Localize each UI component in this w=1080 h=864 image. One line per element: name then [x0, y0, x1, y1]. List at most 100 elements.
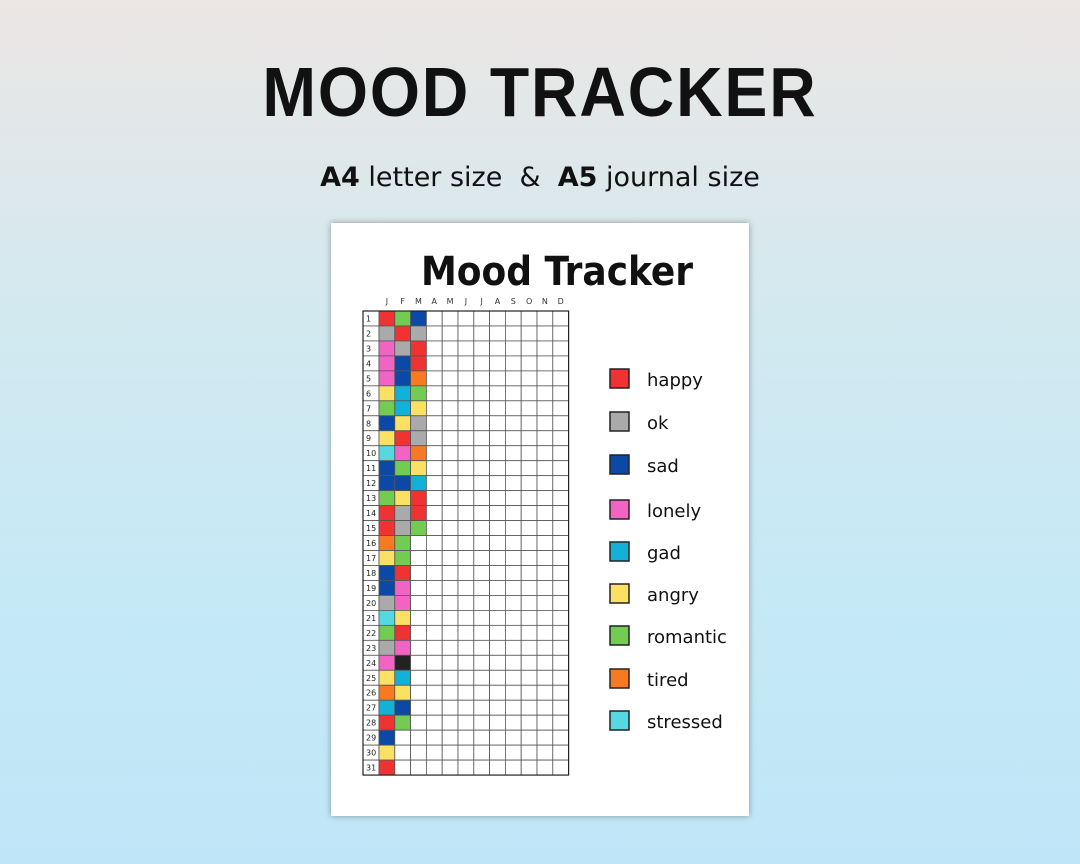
day-cell [504, 550, 522, 566]
day-cell [457, 445, 475, 462]
day-cell [536, 595, 554, 611]
day-cell [473, 355, 491, 372]
day-cell [378, 684, 396, 701]
legend-swatch [609, 541, 630, 562]
day-cell [426, 340, 443, 357]
day-cell [489, 595, 506, 611]
day-cell [410, 624, 427, 641]
day-cell [504, 430, 522, 447]
day-cell [473, 565, 491, 581]
day-cell [520, 400, 538, 417]
day-cell [520, 684, 538, 701]
day-cell [378, 400, 396, 417]
day-cell [394, 415, 411, 432]
day-cell [457, 400, 475, 417]
day-cell [489, 729, 506, 746]
day-cell [552, 729, 570, 746]
legend-swatch [609, 411, 630, 432]
day-cell [536, 684, 554, 701]
day-cell [394, 385, 411, 402]
day-number: 3 [366, 344, 371, 353]
day-cell [473, 535, 491, 551]
day-cell [457, 639, 475, 656]
day-cell [394, 445, 411, 462]
day-cell [504, 505, 522, 521]
day-number: 21 [366, 614, 376, 623]
tracker-sheet: Mood Tracker J F M A M J J A S O N D123456789101112… [331, 223, 749, 816]
day-cell [410, 400, 427, 417]
day-cell [441, 580, 459, 596]
day-cell [473, 370, 491, 387]
day-cell [426, 445, 443, 462]
day-cell [457, 430, 475, 447]
legend-swatch [609, 710, 630, 731]
day-cell [552, 340, 570, 357]
day-cell [394, 580, 411, 596]
day-cell [473, 385, 491, 402]
subtitle-part: letter size & [359, 162, 558, 193]
day-cell [441, 430, 459, 447]
day-cell [552, 744, 570, 761]
day-cell [552, 669, 570, 686]
day-cell [520, 445, 538, 462]
day-cell [378, 490, 396, 507]
day-cell [378, 535, 396, 551]
month-label: N [542, 297, 548, 306]
day-cell [441, 595, 459, 611]
day-cell [473, 729, 491, 746]
day-number: 26 [366, 689, 376, 698]
day-cell [504, 580, 522, 596]
day-cell [473, 415, 491, 432]
day-cell [536, 669, 554, 686]
day-cell [378, 550, 396, 566]
day-cell [552, 639, 570, 656]
day-cell [504, 654, 522, 671]
legend-swatch [609, 454, 630, 475]
legend-label: lonely [647, 501, 701, 522]
day-cell [504, 565, 522, 581]
day-cell [536, 445, 554, 462]
day-cell [504, 415, 522, 432]
day-cell [441, 624, 459, 641]
day-cell [426, 430, 443, 447]
day-cell [378, 475, 396, 492]
day-cell [520, 580, 538, 596]
day-cell [504, 759, 522, 776]
legend-label: gad [647, 543, 681, 564]
day-cell [441, 385, 459, 402]
day-cell [426, 699, 443, 716]
day-cell [457, 535, 475, 551]
day-cell [410, 505, 427, 521]
day-cell [378, 624, 396, 641]
day-cell [378, 385, 396, 402]
day-cell [394, 490, 411, 507]
day-cell [473, 654, 491, 671]
day-number: 9 [366, 434, 371, 443]
month-label: J [385, 297, 388, 306]
day-cell [410, 550, 427, 566]
day-cell [489, 654, 506, 671]
day-cell [426, 325, 443, 342]
day-cell [426, 729, 443, 746]
day-cell [426, 654, 443, 671]
day-cell [504, 535, 522, 551]
day-cell [536, 370, 554, 387]
day-cell [489, 565, 506, 581]
legend-swatch [609, 625, 630, 646]
day-cell [552, 400, 570, 417]
day-cell [410, 340, 427, 357]
legend-label: stressed [647, 712, 723, 733]
day-cell [410, 490, 427, 507]
day-cell [378, 415, 396, 432]
day-cell [441, 370, 459, 387]
day-cell [489, 385, 506, 402]
day-cell [410, 535, 427, 551]
day-cell [426, 400, 443, 417]
day-cell [441, 714, 459, 731]
day-cell [426, 535, 443, 551]
day-cell [473, 445, 491, 462]
day-cell [489, 505, 506, 521]
day-cell [410, 580, 427, 596]
day-cell [426, 385, 443, 402]
day-cell [520, 385, 538, 402]
